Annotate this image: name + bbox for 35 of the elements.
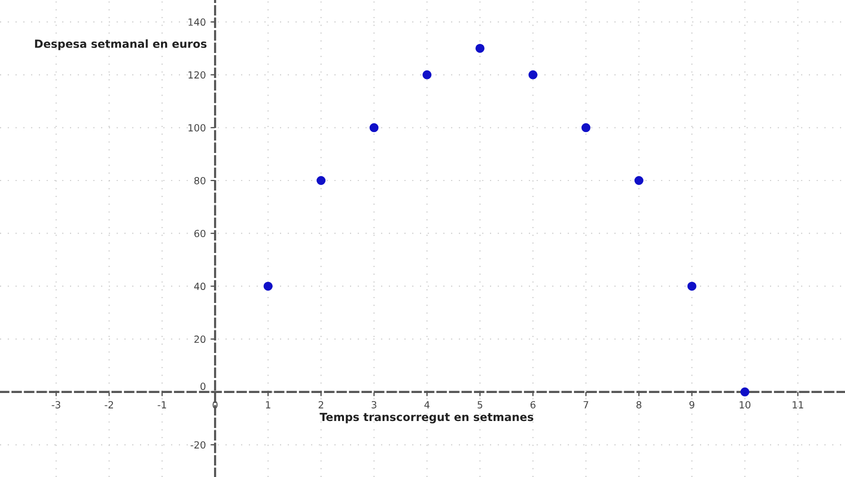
x-tick-label: 11 (792, 401, 804, 408)
y-tick-label: 20 (194, 336, 206, 343)
x-tick-label: 9 (689, 401, 694, 408)
x-tick-label: 8 (636, 401, 642, 408)
y-tick-label: 140 (188, 18, 206, 26)
x-tick-label: 7 (584, 401, 588, 408)
x-tick-label: 10 (740, 401, 750, 408)
y-tick-label: 120 (188, 71, 206, 79)
y-tick-label: -20 (190, 441, 206, 449)
y-tick-label: 100 (188, 124, 206, 132)
point (475, 44, 484, 53)
point (370, 123, 379, 132)
y-axis-title: Despesa setmanal en euros (35, 39, 206, 50)
x-tick-label: 4 (424, 401, 430, 408)
point (316, 176, 326, 185)
x-tick-label: -3 (52, 401, 60, 408)
point (581, 123, 590, 132)
x-tick-label: 1 (266, 401, 270, 408)
x-tick-label: 5 (478, 401, 482, 408)
y-tick-label: 80 (194, 176, 206, 184)
y-tick-label: 60 (194, 230, 206, 238)
point (634, 176, 644, 185)
x-tick-label: 6 (530, 401, 536, 408)
x-tick-label: -1 (158, 401, 166, 408)
point (528, 70, 538, 80)
point (740, 387, 750, 396)
x-axis-title: Temps transcorregut en setmanes (320, 412, 534, 424)
point (687, 282, 696, 291)
y-tick-label: 40 (194, 282, 206, 290)
x-tick-label: 3 (372, 401, 376, 408)
x-tick-label: 2 (318, 401, 324, 408)
y-tick-label: 0 (200, 382, 206, 390)
point (264, 282, 273, 291)
point (422, 70, 432, 80)
x-tick-label: -2 (104, 401, 114, 408)
